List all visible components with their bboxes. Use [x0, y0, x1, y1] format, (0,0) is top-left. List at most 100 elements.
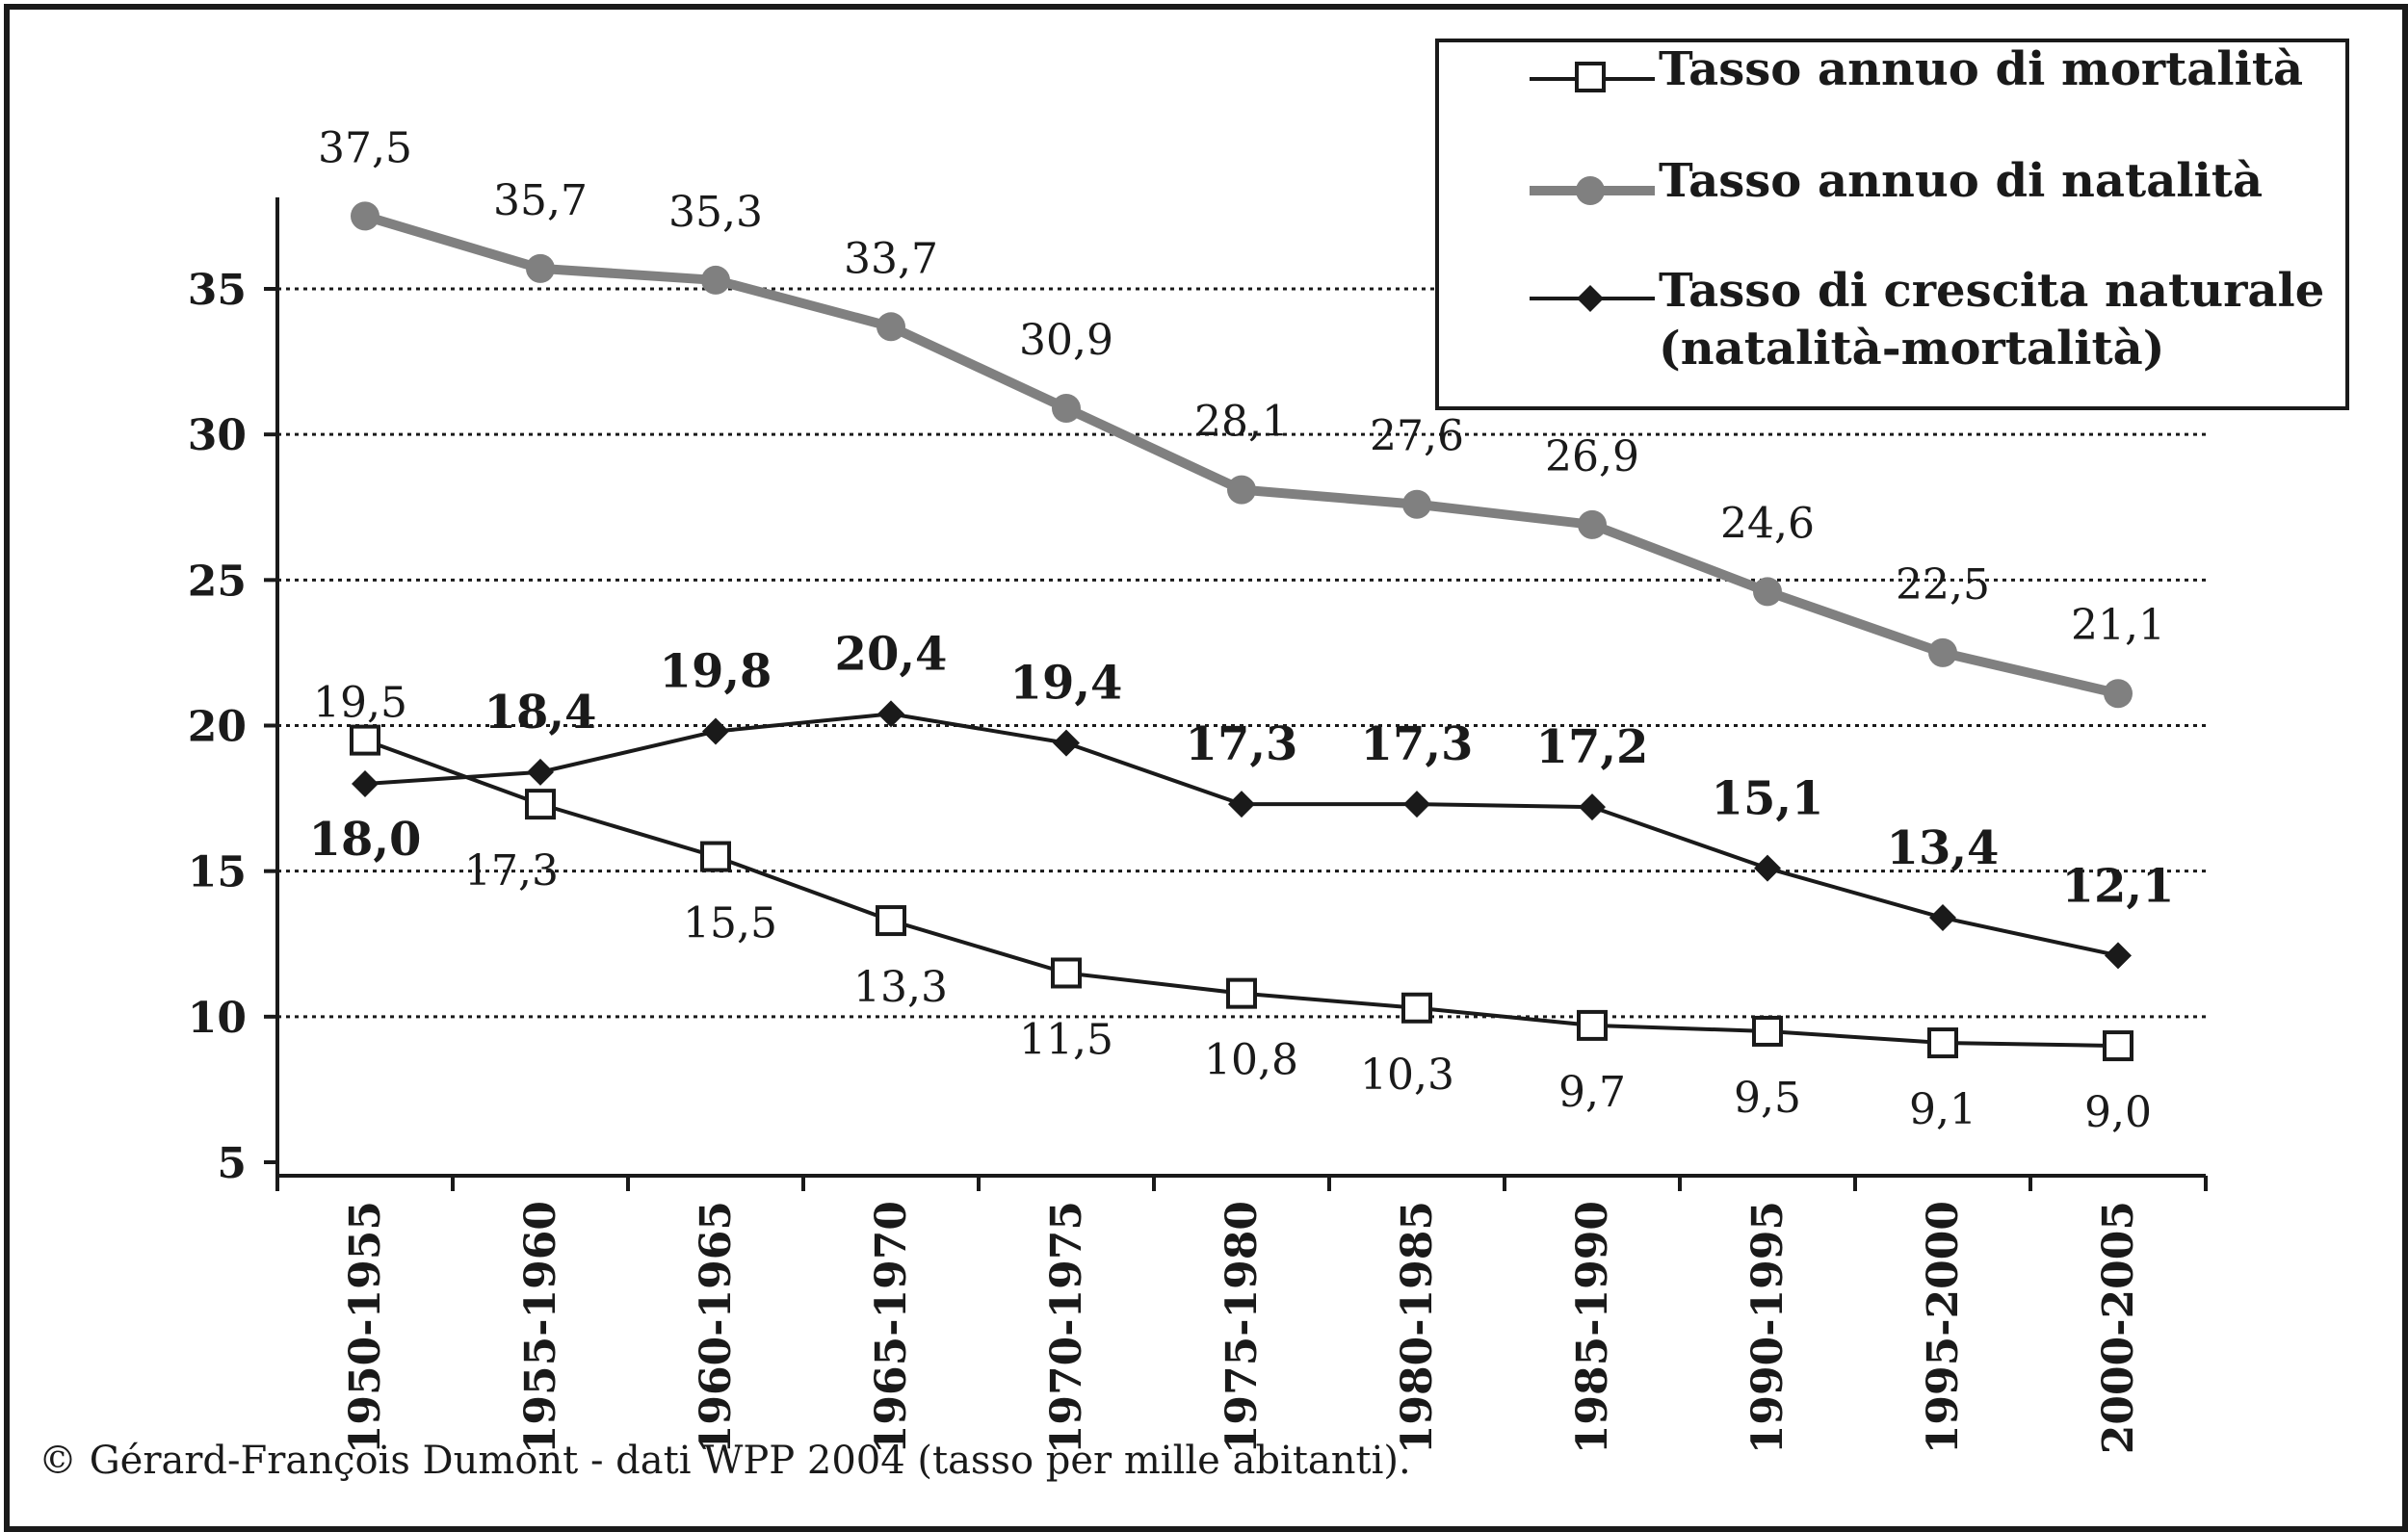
data-point-crescita [1053, 729, 1080, 757]
data-label-natalita: 30,9 [1019, 316, 1113, 365]
data-point-natalita [1227, 475, 1256, 505]
x-tick-label: 1955-1960 [516, 1201, 565, 1454]
data-label-natalita: 37,5 [318, 123, 412, 172]
data-point-mortalita [1051, 957, 1082, 989]
data-label-crescita: 17,3 [1186, 717, 1298, 771]
legend-crescita-label-line2: (natalità-mortalità) [1659, 322, 2164, 376]
data-label-mortalita: 13,3 [853, 963, 948, 1012]
y-tick-label: 25 [188, 557, 247, 606]
axes [275, 197, 2206, 1178]
data-label-mortalita: 10,3 [1360, 1051, 1454, 1100]
x-axis-ticks: 1950-1955 1955-1960 1960-1965 1965-1970 1970… [275, 1176, 2208, 1454]
x-tick-label: 1980-1985 [1393, 1201, 1442, 1454]
data-label-crescita: 18,0 [309, 813, 422, 867]
data-label-crescita: 13,4 [1887, 821, 2000, 875]
y-tick-label: 30 [188, 411, 247, 460]
data-label-natalita: 35,3 [668, 188, 763, 237]
data-point-mortalita [1927, 1027, 1958, 1059]
x-tick-label: 1990-1995 [1743, 1201, 1793, 1454]
data-point-crescita [1754, 854, 1781, 882]
data-label-crescita: 19,8 [660, 645, 772, 699]
data-label-crescita: 15,1 [1712, 772, 1824, 826]
y-axis-ticks: 5 10 15 20 25 30 35 [188, 266, 277, 1188]
data-point-crescita [1228, 791, 1255, 818]
data-label-natalita: 24,6 [1720, 499, 1815, 548]
x-tick-label: 1960-1965 [692, 1201, 741, 1454]
data-point-crescita [1403, 791, 1430, 818]
data-label-natalita: 26,9 [1545, 432, 1639, 481]
data-point-crescita [702, 717, 729, 745]
source-note: © Gérard-François Dumont - dati WPP 2004… [39, 1439, 1411, 1483]
data-label-natalita: 22,5 [1896, 560, 1990, 610]
x-tick-label: 2000-2005 [2094, 1201, 2143, 1454]
data-labels: 37,5 35,7 35,3 33,7 30,9 28,1 27,6 26,9 24,6 22,5… [309, 123, 2175, 1137]
data-point-crescita [1929, 904, 1956, 932]
data-label-crescita: 18,4 [484, 686, 597, 740]
data-point-natalita [1578, 509, 1607, 539]
data-point-natalita [351, 201, 380, 231]
data-point-natalita [1753, 577, 1782, 607]
data-label-mortalita: 9,0 [2084, 1088, 2152, 1137]
data-label-natalita: 21,1 [2071, 601, 2165, 650]
data-label-natalita: 35,7 [493, 176, 588, 225]
x-tick-label: 1985-1990 [1568, 1201, 1617, 1454]
data-label-natalita: 27,6 [1370, 412, 1464, 461]
data-point-natalita [1928, 637, 1957, 667]
x-tick-label: 1965-1970 [867, 1201, 916, 1454]
x-tick-label: 1950-1955 [341, 1201, 390, 1454]
data-label-crescita: 17,3 [1361, 717, 1474, 771]
data-label-crescita: 12,1 [2062, 859, 2175, 913]
legend-mortalita-label: Tasso annuo di mortalità [1659, 42, 2303, 96]
data-point-crescita [877, 700, 904, 728]
legend-natalita-marker [1576, 176, 1605, 205]
data-point-mortalita [525, 789, 556, 820]
y-tick-label: 15 [188, 848, 247, 897]
legend-natalita-label: Tasso annuo di natalità [1659, 154, 2263, 208]
data-point-natalita [526, 253, 555, 283]
x-tick-label: 1970-1975 [1042, 1201, 1091, 1454]
legend: Tasso annuo di mortalità Tasso annuo di … [1435, 39, 2349, 410]
y-tick-label: 20 [188, 703, 247, 752]
data-label-crescita: 19,4 [1010, 657, 1123, 711]
legend-box [1435, 39, 2349, 410]
data-point-natalita [1402, 489, 1431, 519]
data-label-natalita: 28,1 [1194, 398, 1289, 447]
data-label-mortalita: 11,5 [1019, 1015, 1113, 1064]
data-label-crescita: 20,4 [835, 627, 948, 681]
data-label-mortalita: 9,1 [1909, 1085, 1976, 1134]
legend-mortalita-marker [1575, 62, 1606, 92]
data-point-mortalita [876, 905, 906, 937]
data-label-mortalita: 9,5 [1734, 1074, 1801, 1123]
data-label-mortalita: 10,8 [1204, 1036, 1298, 1085]
data-point-natalita [1052, 393, 1081, 423]
data-label-crescita: 17,2 [1536, 720, 1649, 774]
data-point-crescita [352, 769, 379, 797]
data-label-mortalita: 19,5 [313, 679, 407, 728]
data-label-mortalita: 9,7 [1558, 1068, 1626, 1117]
data-point-crescita [527, 758, 554, 786]
data-label-mortalita: 15,5 [683, 899, 777, 948]
data-point-mortalita [1577, 1009, 1608, 1041]
data-point-natalita [701, 265, 730, 295]
data-point-natalita [877, 312, 905, 342]
legend-crescita-label: Tasso di crescita naturale [1659, 264, 2324, 318]
data-point-natalita [2104, 679, 2133, 709]
data-point-mortalita [1226, 977, 1257, 1009]
x-tick-label: 1975-1980 [1217, 1201, 1267, 1454]
data-point-mortalita [2103, 1030, 2133, 1062]
data-point-crescita [1579, 793, 1606, 821]
data-point-mortalita [1752, 1015, 1783, 1047]
data-point-mortalita [350, 724, 380, 756]
y-tick-label: 35 [188, 266, 247, 315]
legend-crescita-marker [1577, 285, 1604, 312]
data-point-mortalita [700, 841, 731, 872]
x-tick-label: 1995-2000 [1919, 1201, 1968, 1454]
data-label-natalita: 33,7 [844, 234, 938, 283]
data-point-crescita [2105, 942, 2132, 970]
y-tick-label: 10 [188, 994, 247, 1043]
data-point-mortalita [1401, 992, 1432, 1024]
series-group [350, 201, 2133, 1062]
y-tick-label: 5 [217, 1139, 247, 1188]
data-label-mortalita: 17,3 [464, 846, 559, 896]
